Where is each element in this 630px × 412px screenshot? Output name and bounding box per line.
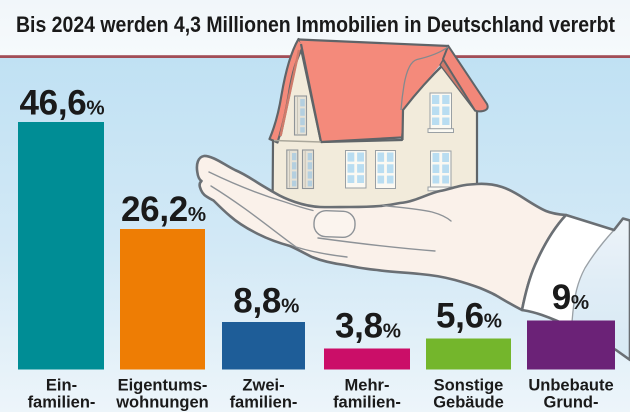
svg-text:wohnungen: wohnungen bbox=[115, 393, 209, 411]
svg-text:Mehr-: Mehr- bbox=[345, 377, 390, 395]
svg-text:Sonstige: Sonstige bbox=[434, 377, 504, 395]
svg-text:Grund-: Grund- bbox=[544, 393, 599, 411]
svg-text:familien-: familien- bbox=[230, 393, 298, 411]
svg-text:familien-: familien- bbox=[333, 393, 401, 411]
svg-text:Bis 2024 werden 4,3 Millionen: Bis 2024 werden 4,3 Millionen Immobilien… bbox=[16, 12, 616, 37]
svg-text:Ein-: Ein- bbox=[46, 377, 77, 395]
svg-text:familien-: familien- bbox=[28, 393, 96, 411]
svg-text:9%: 9% bbox=[552, 278, 589, 317]
svg-text:Zwei-: Zwei- bbox=[242, 377, 284, 395]
svg-text:Eigentums-: Eigentums- bbox=[118, 377, 208, 395]
svg-text:Unbebaute: Unbebaute bbox=[528, 377, 613, 395]
svg-text:Gebäude: Gebäude bbox=[433, 393, 504, 411]
